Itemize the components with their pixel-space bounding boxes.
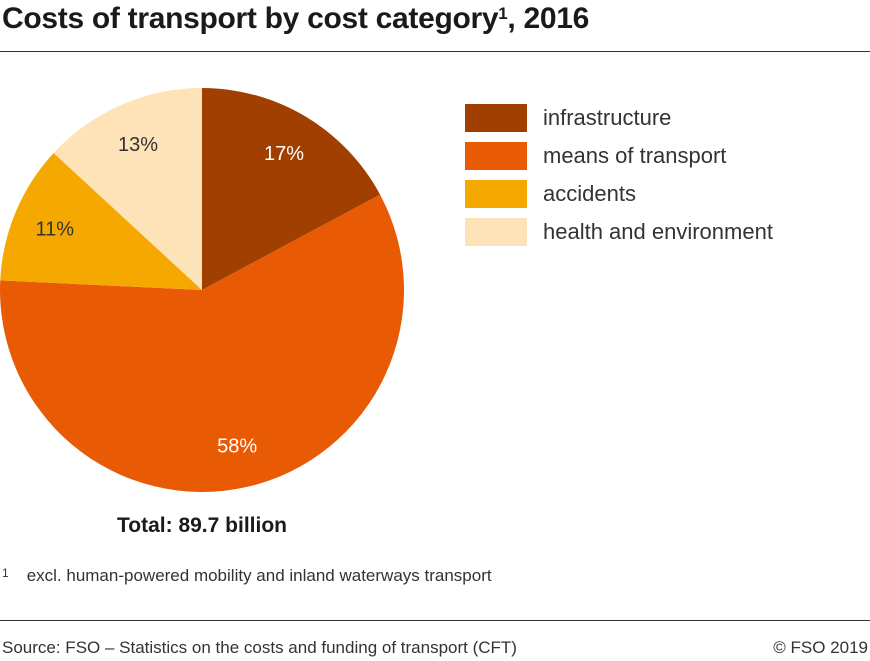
pie-slice-means-of-transport xyxy=(0,194,405,492)
data-label: 58% xyxy=(217,436,257,458)
pie-slice-accidents xyxy=(0,152,203,290)
legend-swatch xyxy=(465,142,527,170)
total-label: Total: 89.7 billion xyxy=(117,514,287,537)
legend-label: accidents xyxy=(543,181,636,206)
pie-chart: 17% 58% 11% 13% xyxy=(0,88,405,492)
legend-item: accidents xyxy=(465,175,773,213)
title-divider xyxy=(0,51,870,52)
pie-slice-infrastructure xyxy=(202,88,381,290)
legend-item: means of transport xyxy=(465,137,773,175)
legend-swatch xyxy=(465,180,527,208)
data-label: 11% xyxy=(36,218,75,240)
data-label: 13% xyxy=(118,134,158,156)
legend-label: means of transport xyxy=(543,143,727,168)
legend-item: health and environment xyxy=(465,213,773,251)
pie-slice-health-and-environment xyxy=(53,88,203,290)
legend-swatch xyxy=(465,218,527,246)
footer-divider xyxy=(0,620,870,621)
data-label: 17% xyxy=(264,143,304,165)
copyright-text: © FSO 2019 xyxy=(773,638,868,657)
footnote: 1 excl. human-powered mobility and inland… xyxy=(2,566,492,585)
legend-item: infrastructure xyxy=(465,99,773,137)
legend: infrastructure means of transport accident… xyxy=(465,99,773,251)
legend-swatch xyxy=(465,104,527,132)
legend-label: infrastructure xyxy=(543,105,672,130)
source-text: Source: FSO – Statistics on the costs an… xyxy=(2,638,517,657)
legend-label: health and environment xyxy=(543,219,773,244)
chart-title: Costs of transport by cost category1, 20… xyxy=(2,2,590,35)
